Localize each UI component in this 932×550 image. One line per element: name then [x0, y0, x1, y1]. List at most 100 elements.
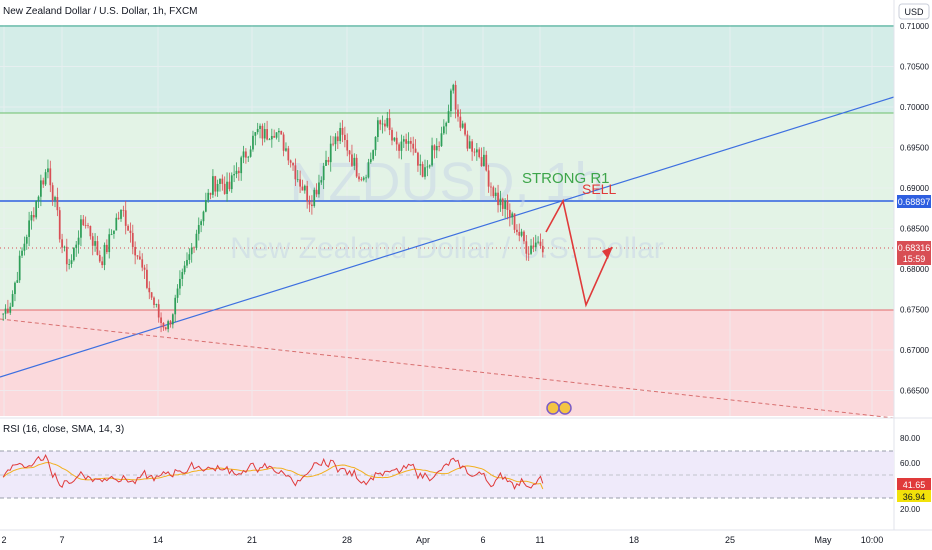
ascending-trendline[interactable] [0, 96, 895, 378]
candle [32, 207, 35, 222]
candle [374, 136, 377, 156]
sell-label: SELL [582, 181, 616, 197]
candle [513, 213, 516, 234]
mid-zone [0, 113, 894, 310]
currency-button[interactable] [898, 3, 930, 20]
candle [108, 228, 111, 259]
candle [320, 176, 323, 185]
candle [2, 313, 5, 321]
candle [329, 135, 332, 172]
candle [153, 296, 155, 309]
candle [428, 164, 431, 169]
candle [306, 180, 309, 209]
candle [171, 313, 174, 329]
candle [240, 155, 243, 181]
candle [381, 115, 384, 134]
rsi-line [2, 453, 544, 490]
rsi-label: RSI (16, close, SMA, 14, 3) [3, 424, 124, 435]
candle [353, 153, 356, 171]
candle [325, 150, 327, 166]
candle [35, 200, 38, 220]
candle [197, 217, 200, 241]
candle [169, 320, 172, 328]
candle [82, 215, 85, 226]
candle [9, 302, 12, 315]
candle [47, 159, 49, 179]
time-axis[interactable]: 2 7 14 21 28 Apr 6 11 18 25 May 10:00 [1, 535, 883, 545]
candle [138, 250, 141, 260]
descending-dashed-line[interactable] [0, 318, 895, 419]
candle [412, 136, 415, 156]
candle [261, 123, 264, 146]
candle [124, 200, 127, 235]
candle [16, 271, 19, 284]
candle [296, 170, 299, 183]
candle [195, 229, 198, 251]
price-tick-label: 0.71000 [900, 22, 929, 31]
candle [424, 159, 426, 180]
candle [167, 319, 170, 333]
candle [483, 146, 485, 167]
candle [365, 174, 367, 183]
candle [115, 213, 118, 231]
candle [101, 256, 104, 269]
candle [402, 135, 405, 148]
currency-label: USD [904, 7, 924, 17]
candle [96, 235, 99, 256]
candle [308, 195, 311, 213]
candle [136, 255, 139, 260]
zones [0, 25, 894, 416]
candle [183, 261, 186, 275]
event-icons[interactable] [546, 401, 572, 415]
candle [511, 211, 514, 225]
level-tag-box [897, 195, 931, 208]
candle [301, 179, 304, 191]
price-tick-label: 0.70000 [900, 103, 929, 112]
candle [228, 172, 231, 192]
candle [30, 211, 33, 230]
price-tick-label: 0.67500 [900, 306, 929, 315]
candle [254, 132, 257, 146]
candle [497, 184, 499, 213]
candle [454, 80, 457, 119]
candle [414, 139, 417, 153]
price-ticks: 0.71000 0.70500 0.70000 0.69500 0.69000 0.685… [900, 22, 929, 396]
candle [346, 133, 349, 157]
candle [391, 127, 393, 146]
candle [7, 299, 9, 314]
candle [110, 229, 113, 236]
time-tick-label: 18 [629, 535, 639, 545]
candle [242, 145, 245, 164]
candle [275, 132, 278, 140]
candle [207, 188, 210, 203]
candle [339, 122, 342, 144]
candle [311, 195, 313, 215]
time-tick-label: Apr [416, 535, 430, 545]
candle [452, 83, 455, 94]
candle [84, 216, 87, 229]
candle [42, 177, 45, 188]
rsi-ticks: 80.00 60.00 20.00 [900, 434, 921, 514]
projection-path[interactable] [545, 198, 613, 308]
candle [129, 222, 132, 243]
rsi-tick-label: 80.00 [900, 434, 921, 443]
candle [155, 303, 158, 308]
candle [294, 158, 297, 187]
price-tick-label: 0.66500 [900, 387, 929, 396]
candle [131, 224, 134, 255]
rsi-sma-tag: 36.94 [903, 492, 926, 502]
countdown-tag: 15:59 [903, 254, 926, 264]
candle [468, 135, 471, 149]
candle [473, 148, 476, 157]
time-tick-label: 25 [725, 535, 735, 545]
candle [440, 126, 443, 148]
level-tag: 0.68897 [898, 197, 931, 207]
candle [471, 139, 474, 161]
candle [278, 128, 280, 143]
candle [516, 224, 518, 236]
time-tick-label: 14 [153, 535, 163, 545]
candle [395, 131, 398, 151]
candle [407, 132, 410, 151]
